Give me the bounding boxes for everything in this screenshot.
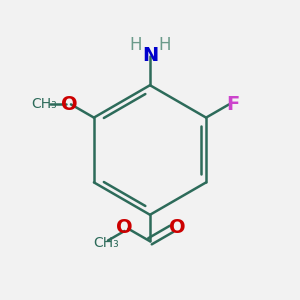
- Text: H: H: [130, 37, 142, 55]
- Text: CH₃: CH₃: [32, 98, 57, 111]
- Text: O: O: [116, 218, 133, 237]
- Text: F: F: [226, 95, 239, 114]
- Text: O: O: [61, 95, 78, 114]
- Text: N: N: [142, 46, 158, 65]
- Text: H: H: [158, 37, 170, 55]
- Text: O: O: [169, 218, 185, 237]
- Text: CH₃: CH₃: [94, 236, 119, 250]
